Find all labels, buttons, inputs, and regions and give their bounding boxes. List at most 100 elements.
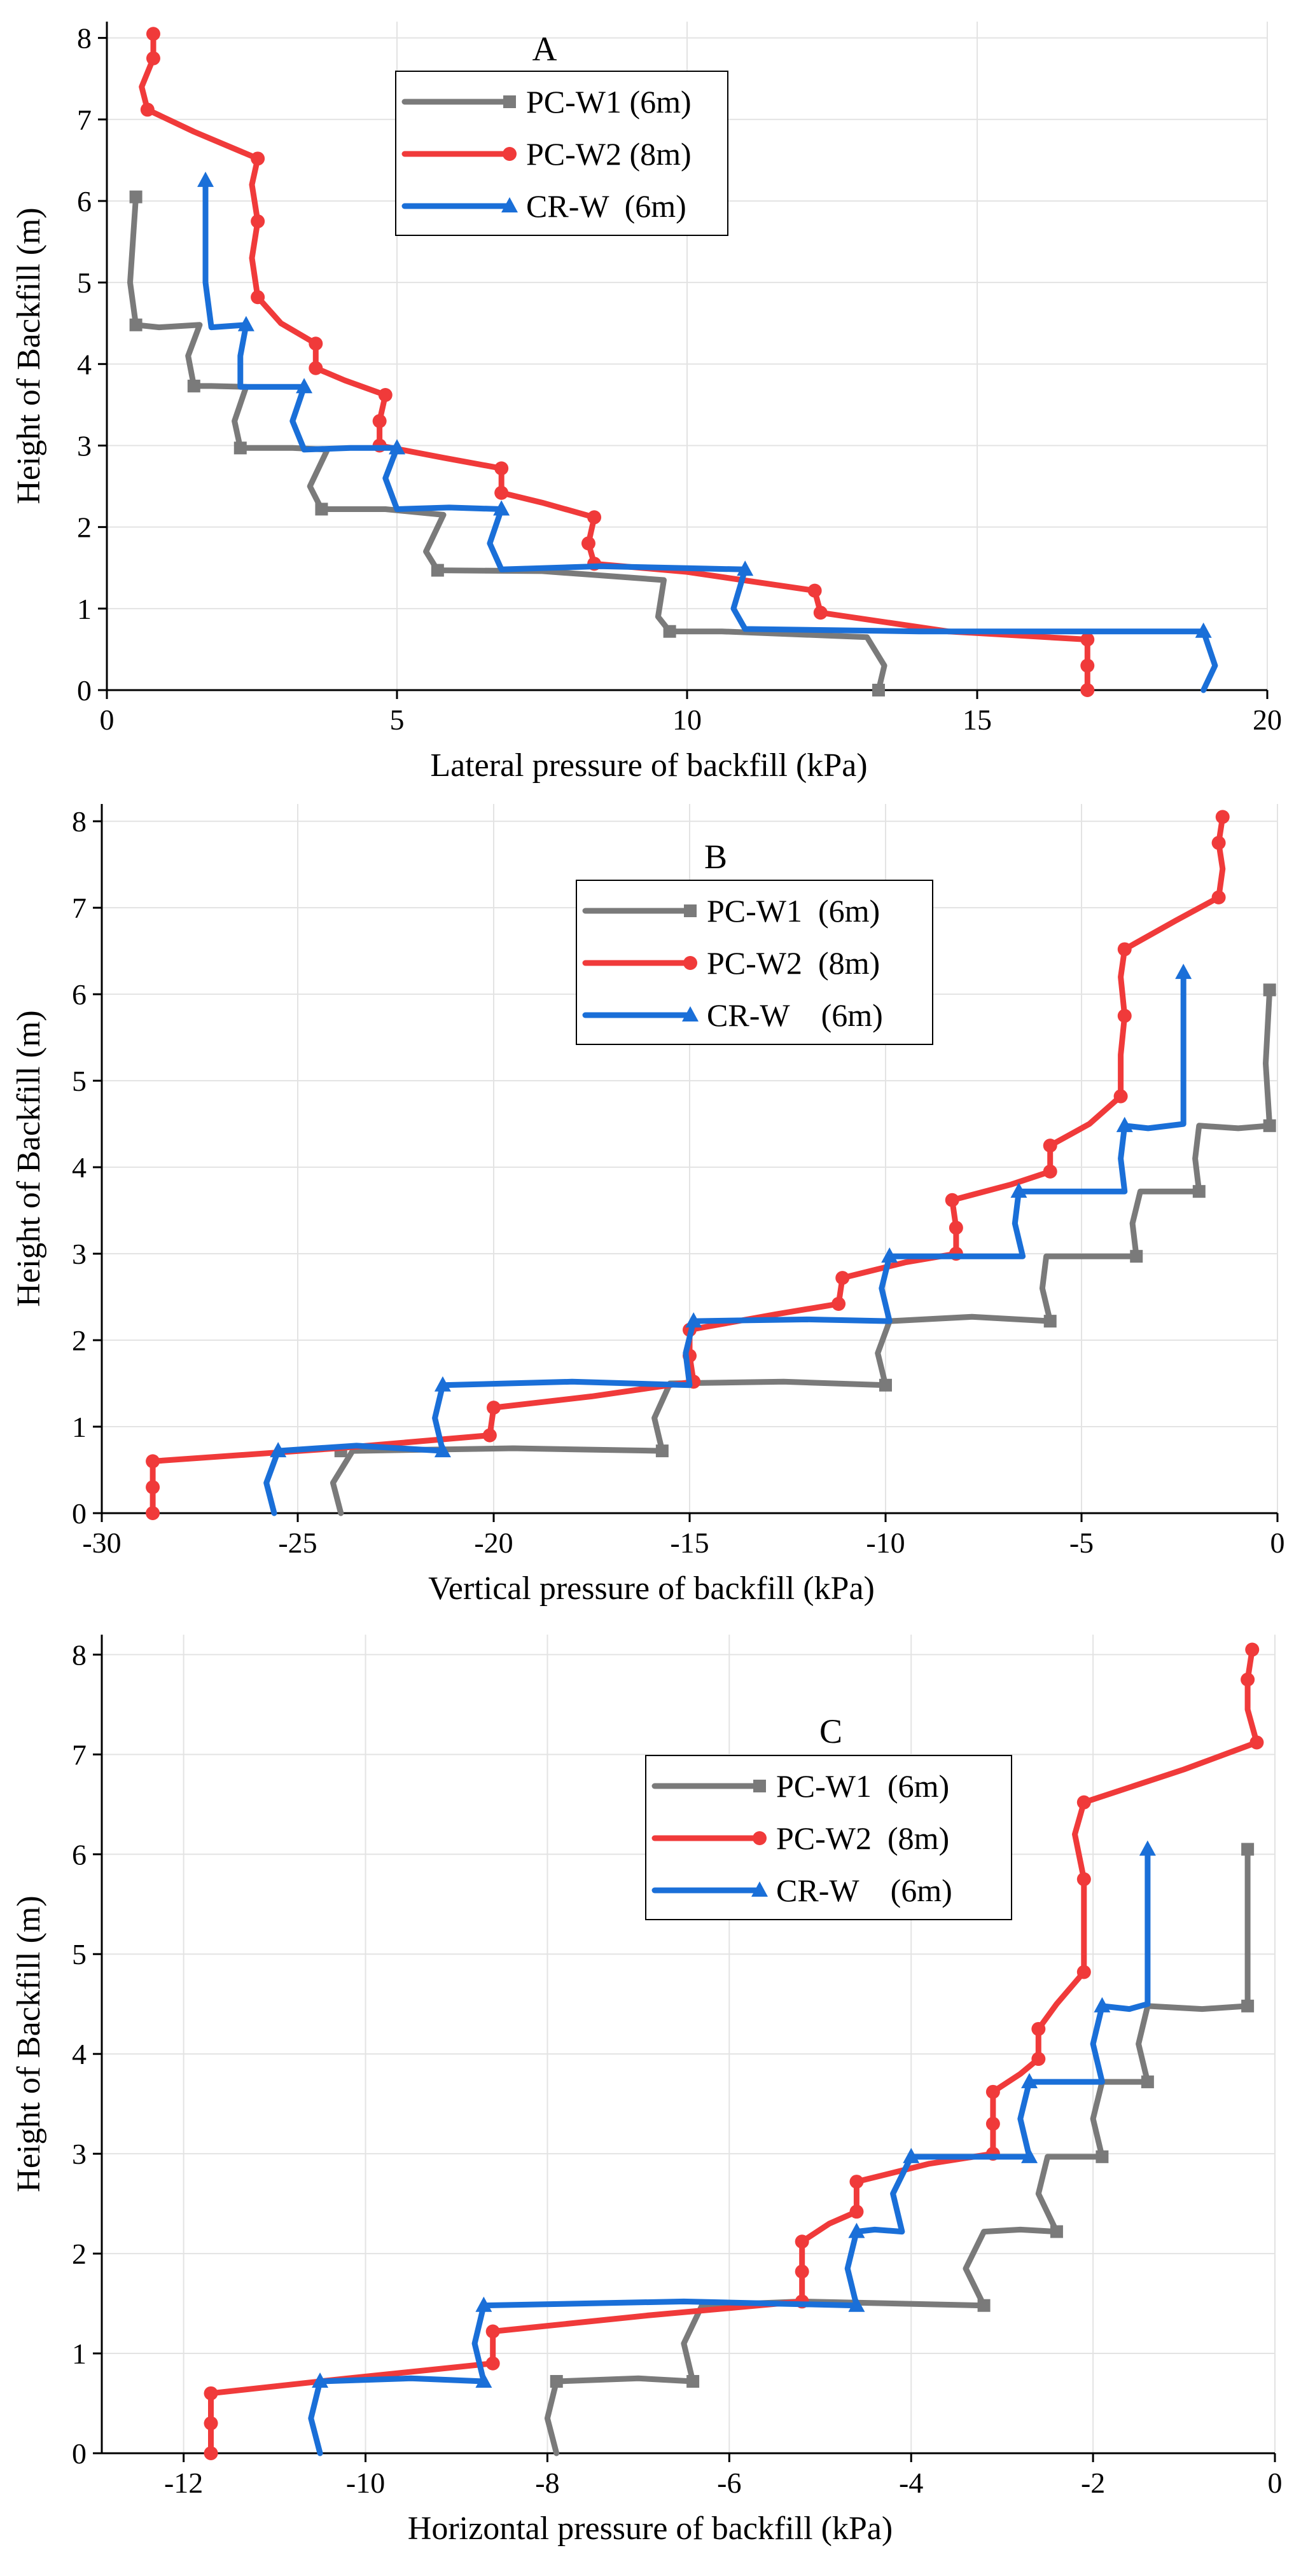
x-tick-label: -10	[346, 2467, 385, 2499]
panel-label: A	[532, 30, 557, 68]
data-point-pc-w2	[795, 2264, 809, 2279]
y-axis-title: Height of Backfill (m)	[11, 1895, 47, 2192]
data-point-pc-w2	[813, 606, 828, 620]
x-tick-label: 20	[1253, 703, 1282, 736]
y-tick-label: 1	[77, 593, 92, 625]
data-point-pc-w1	[1263, 1119, 1276, 1132]
data-point-cr-w	[312, 2372, 329, 2388]
y-tick-label: 1	[72, 2337, 87, 2370]
legend-label-cr-w: CR-W (6m)	[526, 188, 686, 224]
data-point-pc-w1	[129, 318, 143, 331]
data-point-cr-w	[1139, 1840, 1156, 1856]
data-point-pc-w2	[1211, 890, 1226, 904]
legend-label-pc-w2: PC-W2 (8m)	[707, 945, 880, 981]
data-point-pc-w2	[1031, 2052, 1046, 2067]
data-point-pc-w2	[1076, 1965, 1091, 1979]
y-tick-label: 2	[72, 1324, 87, 1357]
data-point-pc-w2	[849, 2205, 864, 2219]
chart-panel-c: -12 -10 -8 -6 -4 -2 0 0 1 2 3 4 5 6 7 8 Horizontal press…	[11, 1635, 1283, 2547]
data-point-pc-w2	[485, 2356, 500, 2371]
data-point-cr-w	[685, 1312, 702, 1328]
y-tick-label: 0	[72, 1497, 87, 1530]
data-point-cr-w	[848, 2222, 865, 2238]
series-line-cr-w	[202, 177, 1218, 693]
data-point-pc-w2	[309, 336, 323, 351]
y-tick-label: 2	[72, 2238, 87, 2270]
y-tick-label: 0	[77, 674, 92, 707]
data-point-pc-w1	[1263, 983, 1276, 997]
data-point-pc-w1	[686, 2374, 700, 2388]
data-point-cr-w	[475, 2372, 492, 2388]
x-tick-label: -30	[82, 1527, 121, 1559]
x-tick-label: 0	[100, 703, 115, 736]
data-point-pc-w1	[1043, 1315, 1057, 1328]
legend-marker-pc-w1	[684, 904, 697, 917]
x-axis-title: Horizontal pressure of backfill (kPa)	[408, 2510, 893, 2547]
data-point-pc-w1	[431, 564, 444, 577]
legend-label-cr-w: CR-W (6m)	[776, 1873, 952, 1908]
x-tick-label: 0	[1270, 1527, 1285, 1559]
x-tick-label: 10	[672, 703, 702, 736]
y-tick-label: 7	[72, 892, 87, 924]
data-point-pc-w2	[587, 510, 602, 525]
data-point-pc-w1	[1241, 1999, 1255, 2012]
data-point-pc-w2	[1117, 1009, 1132, 1023]
data-point-pc-w2	[251, 290, 265, 305]
data-point-cr-w	[1094, 1997, 1111, 2012]
data-point-pc-w2	[1245, 1642, 1260, 1657]
y-tick-label: 3	[72, 1238, 87, 1270]
legend: PC-W1 (6m) PC-W2 (8m) CR-W (6m)	[576, 880, 933, 1045]
data-point-pc-w2	[1215, 810, 1230, 824]
chart-panel-a: 0 5 10 15 20 0 1 2 3 4 5 6 7 8 Lateral pressure of bac…	[11, 22, 1282, 784]
data-point-pc-w2	[1080, 632, 1095, 647]
data-point-pc-w2	[482, 1428, 497, 1443]
y-tick-label: 5	[77, 267, 92, 299]
data-point-pc-w2	[849, 2175, 864, 2189]
x-tick-label: -15	[670, 1527, 709, 1559]
data-point-cr-w	[881, 1247, 898, 1263]
y-tick-label: 8	[72, 1638, 87, 1671]
data-point-pc-w2	[985, 2117, 1000, 2131]
data-point-cr-w	[237, 315, 254, 331]
x-tick-label: -2	[1081, 2467, 1105, 2499]
legend-label-pc-w2: PC-W2 (8m)	[776, 1820, 949, 1856]
data-point-cr-w	[475, 2296, 492, 2312]
data-point-pc-w1	[872, 684, 885, 696]
data-point-pc-w2	[146, 1480, 160, 1495]
x-axis-title: Lateral pressure of backfill (kPa)	[430, 747, 867, 784]
data-point-pc-w2	[140, 102, 155, 117]
data-point-pc-w2	[1043, 1139, 1057, 1153]
y-tick-label: 4	[72, 2038, 87, 2070]
legend-label-pc-w2: PC-W2 (8m)	[526, 136, 692, 172]
data-point-pc-w2	[835, 1271, 850, 1285]
y-tick-label: 8	[77, 22, 92, 55]
data-point-pc-w2	[146, 51, 160, 66]
data-point-pc-w2	[146, 1506, 160, 1520]
data-point-pc-w2	[985, 2084, 1000, 2099]
data-point-pc-w2	[146, 27, 160, 41]
data-point-cr-w	[1021, 2147, 1038, 2163]
data-point-pc-w2	[807, 583, 822, 598]
data-point-cr-w	[389, 439, 405, 455]
data-point-cr-w	[903, 2147, 920, 2163]
data-point-pc-w2	[1076, 1795, 1091, 1810]
legend-marker-pc-w1	[753, 1780, 766, 1792]
y-axis-title: Height of Backfill (m)	[11, 207, 47, 504]
x-tick-label: -25	[278, 1527, 317, 1559]
x-tick-label: 15	[963, 703, 992, 736]
legend-marker-cr-w	[751, 1881, 768, 1897]
series-line-pc-w1	[330, 987, 1273, 1516]
y-tick-label: 5	[72, 1065, 87, 1097]
y-tick-label: 1	[72, 1411, 87, 1443]
data-point-pc-w1	[663, 625, 676, 638]
panel-label: C	[819, 1712, 842, 1750]
data-point-pc-w2	[494, 485, 509, 500]
x-tick-label: -10	[866, 1527, 905, 1559]
y-tick-label: 6	[72, 978, 87, 1011]
legend-marker-pc-w1	[503, 95, 516, 108]
data-point-pc-w1	[1096, 2150, 1109, 2163]
legend-marker-pc-w2	[683, 956, 697, 970]
data-point-pc-w1	[550, 2374, 563, 2388]
data-point-pc-w1	[655, 1444, 669, 1458]
data-point-pc-w2	[204, 2446, 218, 2460]
